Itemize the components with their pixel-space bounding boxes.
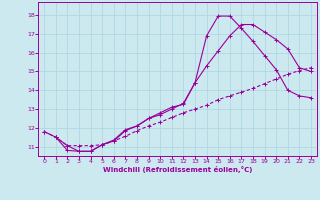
X-axis label: Windchill (Refroidissement éolien,°C): Windchill (Refroidissement éolien,°C) [103,166,252,173]
